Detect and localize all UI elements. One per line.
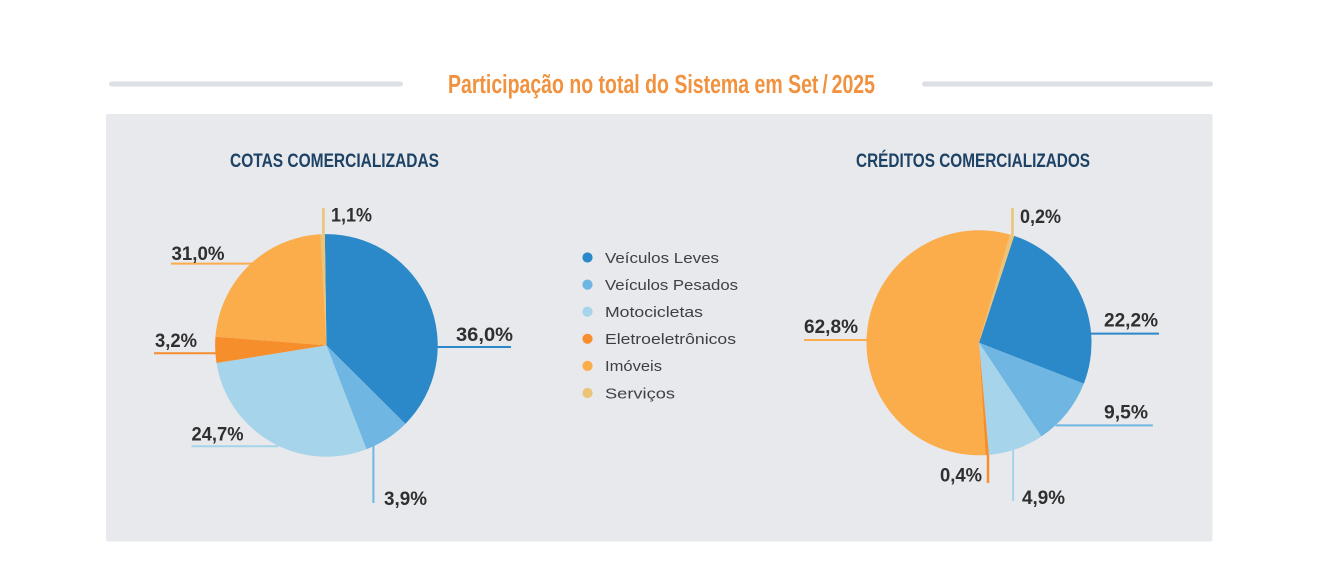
svg-text:0,2%: 0,2%	[1020, 207, 1061, 228]
svg-text:4,9%: 4,9%	[1022, 488, 1065, 509]
svg-text:62,8%: 62,8%	[804, 317, 858, 338]
svg-text:Veículos Pesados: Veículos Pesados	[605, 277, 738, 294]
svg-text:Motocicletas: Motocicletas	[605, 304, 703, 321]
svg-text:1,1%: 1,1%	[331, 206, 372, 227]
svg-text:Eletroeletrônicos: Eletroeletrônicos	[605, 331, 736, 348]
svg-text:24,7%: 24,7%	[192, 425, 244, 446]
svg-text:9,5%: 9,5%	[1104, 403, 1148, 424]
svg-text:31,0%: 31,0%	[172, 244, 225, 265]
svg-text:22,2%: 22,2%	[1104, 311, 1158, 332]
svg-text:36,0%: 36,0%	[456, 325, 513, 346]
svg-text:0,4%: 0,4%	[940, 466, 982, 487]
svg-text:Imóveis: Imóveis	[605, 358, 662, 375]
svg-text:Participação no total do Siste: Participação no total do Sistema em Set …	[448, 71, 875, 99]
svg-text:COTAS COMERCIALIZADAS: COTAS COMERCIALIZADAS	[230, 151, 439, 172]
svg-text:3,2%: 3,2%	[155, 331, 197, 352]
svg-text:Serviços: Serviços	[605, 385, 675, 402]
svg-text:3,9%: 3,9%	[384, 489, 427, 510]
svg-text:Veículos Leves: Veículos Leves	[605, 250, 719, 267]
svg-text:CRÉDITOS COMERCIALIZADOS: CRÉDITOS COMERCIALIZADOS	[856, 150, 1090, 172]
